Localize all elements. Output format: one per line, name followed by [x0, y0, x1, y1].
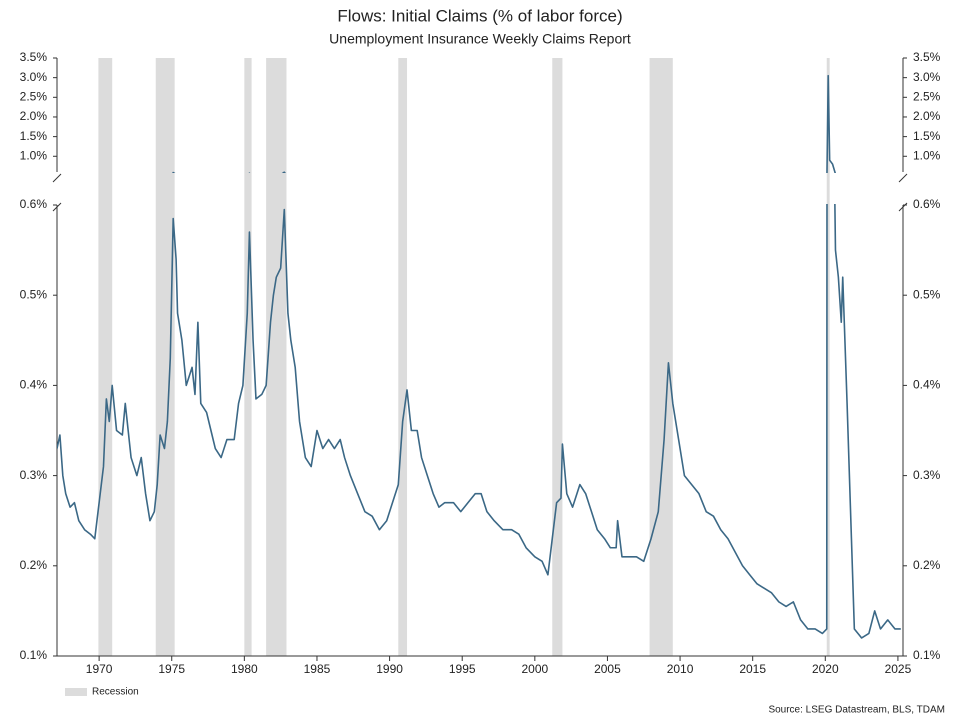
- x-tick-label: 1975: [158, 662, 185, 676]
- recession-band: [155, 58, 175, 656]
- y-tick-label: 3.5%: [913, 50, 941, 64]
- y-tick-label: 0.2%: [913, 558, 941, 572]
- claims-line: [57, 204, 901, 639]
- y-tick-label: 0.5%: [913, 287, 941, 301]
- recession-band: [649, 58, 673, 656]
- y-tick-label: 0.1%: [20, 648, 48, 662]
- axis-break: [52, 202, 62, 212]
- axis-break: [898, 173, 908, 183]
- y-tick-label: 0.4%: [913, 378, 941, 392]
- x-tick-label: 1985: [304, 662, 331, 676]
- y-tick-label: 0.4%: [20, 378, 48, 392]
- chart-title: Flows: Initial Claims (% of labor force): [337, 6, 622, 25]
- x-tick-label: 1980: [231, 662, 258, 676]
- axis-break: [898, 202, 908, 212]
- legend-label: Recession: [92, 687, 139, 698]
- x-tick-label: 2015: [739, 662, 766, 676]
- recession-band: [826, 58, 830, 656]
- y-tick-label: 3.0%: [913, 70, 941, 84]
- y-tick-label: 2.0%: [20, 109, 48, 123]
- y-tick-label: 1.5%: [913, 129, 941, 143]
- y-tick-label: 2.5%: [913, 89, 941, 103]
- claims-line: [172, 74, 837, 173]
- legend-swatch: [65, 688, 87, 696]
- y-tick-label: 0.5%: [20, 287, 48, 301]
- x-tick-label: 2005: [594, 662, 621, 676]
- recession-band: [98, 58, 113, 656]
- y-tick-label: 0.6%: [20, 197, 48, 211]
- y-tick-label: 0.3%: [913, 468, 941, 482]
- x-tick-label: 2010: [667, 662, 694, 676]
- recession-band: [266, 58, 287, 656]
- y-tick-label: 0.2%: [20, 558, 48, 572]
- x-tick-label: 1995: [449, 662, 476, 676]
- y-tick-label: 1.5%: [20, 129, 48, 143]
- y-tick-label: 1.0%: [913, 148, 941, 162]
- recession-band: [552, 58, 563, 656]
- x-tick-label: 2020: [812, 662, 839, 676]
- x-tick-label: 2025: [885, 662, 912, 676]
- y-tick-label: 3.0%: [20, 70, 48, 84]
- x-tick-label: 1970: [86, 662, 113, 676]
- y-tick-label: 2.5%: [20, 89, 48, 103]
- axis-break: [52, 173, 62, 183]
- y-tick-label: 0.6%: [913, 197, 941, 211]
- recession-band: [244, 58, 252, 656]
- recession-band: [398, 58, 408, 656]
- y-tick-label: 1.0%: [20, 148, 48, 162]
- y-tick-label: 2.0%: [913, 109, 941, 123]
- x-tick-label: 2000: [521, 662, 548, 676]
- y-tick-label: 3.5%: [20, 50, 48, 64]
- chart-subtitle: Unemployment Insurance Weekly Claims Rep…: [329, 31, 631, 47]
- y-tick-label: 0.3%: [20, 468, 48, 482]
- source-note: Source: LSEG Datastream, BLS, TDAM: [768, 705, 945, 716]
- x-tick-label: 1990: [376, 662, 403, 676]
- y-tick-label: 0.1%: [913, 648, 941, 662]
